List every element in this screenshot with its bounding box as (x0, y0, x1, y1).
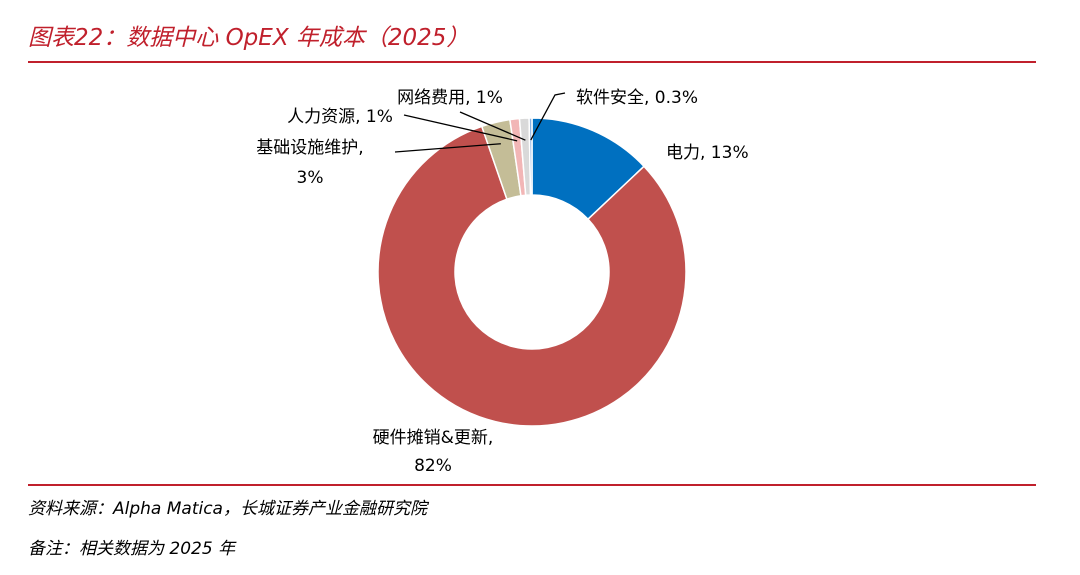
leader-line-5 (530, 92, 566, 141)
slice-1 (377, 125, 687, 427)
footer-divider (28, 484, 1036, 486)
source-note: 资料来源：Alpha Matica，长城证券产业金融研究院 (28, 499, 427, 519)
chart-title: 图表22：数据中心 OpEX 年成本（2025） (28, 25, 470, 51)
remark-note: 备注：相关数据为 2025 年 (28, 539, 236, 559)
label-1-line-0: 硬件摊销&更新, (373, 428, 494, 448)
slice-labels: 电力, 13% 硬件摊销&更新, 82% 基础设施维护, 3% 人力资源, 1%网络费用,… (256, 88, 748, 476)
label-3-line-0: 人力资源, 1% (287, 107, 393, 127)
title-divider (28, 61, 1036, 63)
donut-slices (377, 117, 687, 427)
label-1-line-1: 82% (414, 456, 452, 476)
label-0: 电力, 13% (666, 143, 749, 163)
label-5-line-0: 软件安全, 0.3% (576, 88, 698, 108)
slice-5 (528, 117, 533, 196)
leader-line-3 (403, 114, 518, 142)
leader-lines (394, 92, 566, 153)
leader-line-2 (394, 143, 501, 153)
label-4-line-0: 网络费用, 1% (397, 88, 503, 108)
label-2-line-1: 3% (297, 168, 324, 188)
label-2-line-0: 基础设施维护, (256, 138, 363, 158)
leader-line-4 (459, 111, 526, 141)
